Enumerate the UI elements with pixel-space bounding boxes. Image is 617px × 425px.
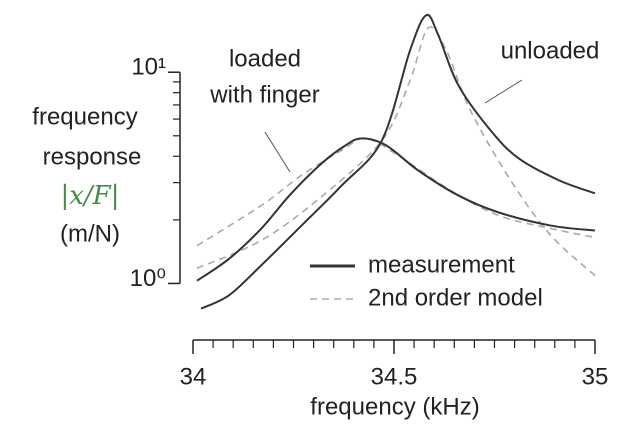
leader-line <box>484 79 523 104</box>
legend-label: 2nd order model <box>368 284 543 311</box>
x-tick-label: 35 <box>582 363 609 390</box>
series-line <box>196 137 596 247</box>
y-axis-title: response <box>43 143 142 170</box>
y-axis-title: frequency <box>32 103 137 130</box>
y-axis-title: |x/F| <box>61 181 120 211</box>
x-tick-label: 34.5 <box>371 363 418 390</box>
x-axis-title: frequency (kHz) <box>310 393 479 420</box>
y-tick-label: 10¹ <box>131 54 166 81</box>
annotation: unloaded <box>501 37 600 64</box>
x-tick-label: 34 <box>180 363 207 390</box>
series-line <box>200 13 596 310</box>
series-line <box>196 26 596 277</box>
y-axis-title: (m/N) <box>60 220 120 247</box>
y-tick-label: 10⁰ <box>130 265 166 292</box>
leader-line <box>264 131 291 173</box>
annotation: with finger <box>209 81 319 108</box>
series-line <box>196 137 596 282</box>
legend-label: measurement <box>368 251 515 278</box>
annotation: loaded <box>229 45 301 72</box>
